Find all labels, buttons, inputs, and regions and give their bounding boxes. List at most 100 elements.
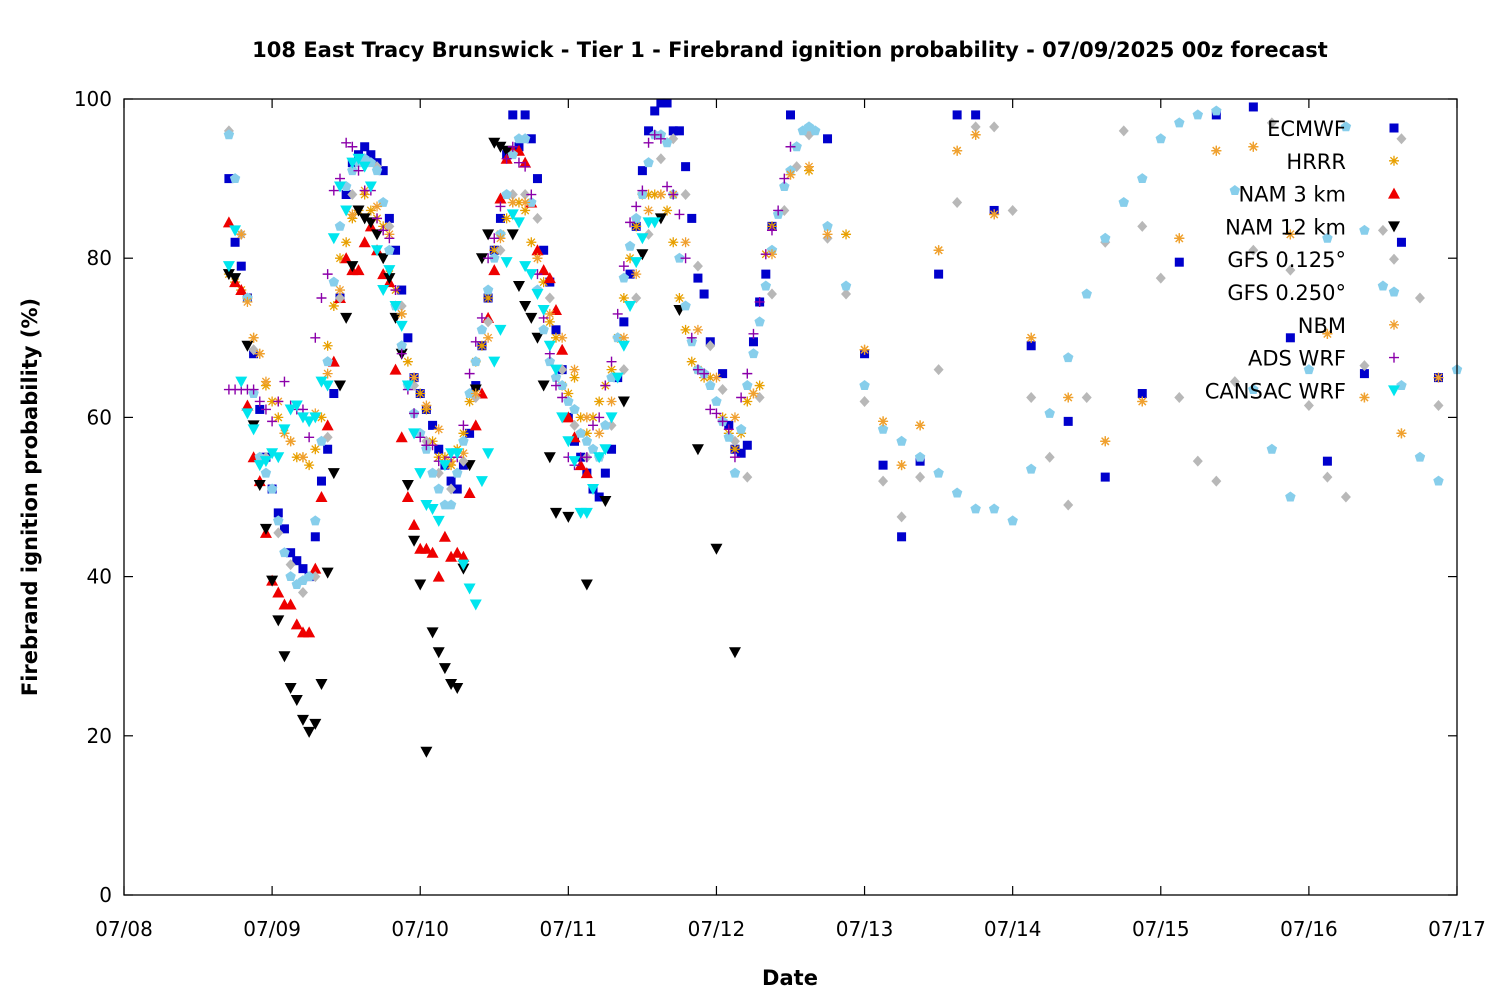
data-point xyxy=(321,567,334,579)
data-point xyxy=(476,340,487,351)
data-point xyxy=(224,174,234,184)
data-point xyxy=(630,212,642,223)
data-point xyxy=(643,189,654,200)
data-point xyxy=(364,217,377,229)
data-point xyxy=(1322,471,1333,483)
data-point xyxy=(476,312,487,323)
data-point xyxy=(321,380,334,392)
data-point xyxy=(742,471,753,483)
data-point xyxy=(272,452,285,464)
data-point xyxy=(710,543,723,555)
data-point xyxy=(310,332,321,343)
data-point xyxy=(358,161,371,173)
data-point xyxy=(681,162,691,172)
data-point xyxy=(971,110,981,120)
data-point xyxy=(580,579,593,591)
data-point xyxy=(636,233,649,245)
data-point xyxy=(543,452,556,464)
y-axis-ticks: 0 20 40 60 80 100 xyxy=(74,87,1457,907)
data-point xyxy=(297,452,308,463)
data-point xyxy=(254,396,265,407)
data-point xyxy=(1433,399,1444,411)
data-point xyxy=(223,129,235,140)
data-point xyxy=(428,420,438,430)
data-point xyxy=(537,380,550,392)
data-point xyxy=(489,252,500,263)
data-point xyxy=(1081,392,1092,403)
data-point xyxy=(841,288,852,300)
data-point xyxy=(878,416,889,427)
data-point xyxy=(296,412,309,424)
data-point xyxy=(1248,141,1259,152)
data-point xyxy=(532,253,543,264)
data-point xyxy=(520,205,531,216)
data-point xyxy=(544,308,555,319)
data-point xyxy=(1359,224,1370,235)
data-point xyxy=(465,428,475,438)
data-point xyxy=(705,372,716,383)
data-point xyxy=(1377,224,1388,236)
data-point xyxy=(222,216,235,228)
data-point xyxy=(372,213,383,224)
data-point xyxy=(612,308,623,319)
data-point xyxy=(353,165,364,176)
data-point xyxy=(859,380,870,391)
data-point xyxy=(674,252,685,263)
data-point xyxy=(445,679,458,691)
data-point xyxy=(329,389,339,399)
data-point xyxy=(495,201,506,212)
data-point xyxy=(1192,455,1203,467)
data-point xyxy=(655,189,666,200)
data-point xyxy=(507,197,518,208)
data-point xyxy=(934,269,944,279)
data-point xyxy=(878,460,888,470)
data-point xyxy=(291,452,302,463)
data-point xyxy=(506,229,519,241)
data-point xyxy=(396,340,407,351)
data-point xyxy=(661,137,673,148)
data-point xyxy=(260,467,272,478)
data-point xyxy=(636,249,649,261)
data-point xyxy=(914,451,926,462)
data-point xyxy=(401,380,414,392)
data-point xyxy=(1322,456,1332,466)
data-point xyxy=(631,221,642,232)
data-point xyxy=(556,380,568,391)
data-point xyxy=(1414,292,1425,304)
data-point xyxy=(260,376,271,387)
data-point xyxy=(273,515,284,526)
data-point xyxy=(1248,384,1259,394)
data-point xyxy=(760,249,771,260)
data-point xyxy=(692,364,703,375)
data-point xyxy=(506,209,519,221)
data-point xyxy=(550,332,561,343)
data-point xyxy=(519,133,531,144)
data-point xyxy=(315,491,328,502)
data-point xyxy=(513,197,524,208)
data-point xyxy=(451,546,464,558)
data-point xyxy=(432,570,445,582)
data-point xyxy=(674,293,685,303)
data-point xyxy=(272,586,285,598)
data-point xyxy=(1285,333,1295,343)
data-point xyxy=(1062,352,1074,363)
data-point xyxy=(952,110,962,120)
data-point xyxy=(1433,475,1444,486)
data-point xyxy=(408,535,421,547)
data-point xyxy=(618,364,629,376)
data-point xyxy=(298,564,308,574)
data-point xyxy=(241,340,254,352)
data-point xyxy=(259,523,272,535)
data-point xyxy=(495,244,506,256)
data-point xyxy=(316,476,326,486)
data-point xyxy=(327,468,340,480)
data-point xyxy=(420,542,433,554)
data-point xyxy=(457,550,470,562)
data-point xyxy=(599,495,612,507)
data-point xyxy=(736,448,746,458)
data-point xyxy=(1137,396,1148,407)
data-point xyxy=(284,683,297,695)
data-point xyxy=(1266,443,1278,454)
data-point xyxy=(482,229,495,241)
data-point xyxy=(341,237,352,248)
